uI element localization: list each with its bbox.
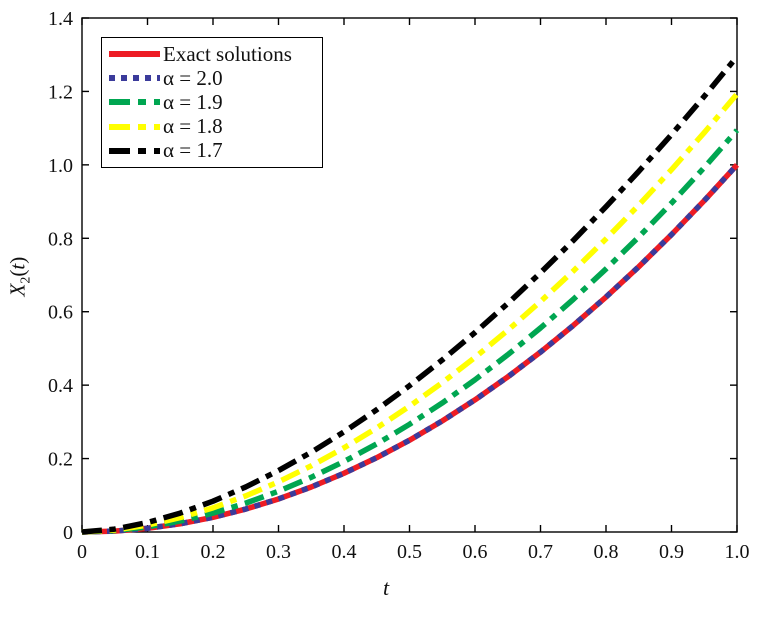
curve-1-9 <box>81 128 740 535</box>
x-tick-label: 0.2 <box>201 541 226 563</box>
y-axis-label-var: t <box>5 263 30 270</box>
y-tick-label: 0.6 <box>48 302 73 324</box>
legend-label: Exact solutions <box>163 41 292 66</box>
curve-exact-solutions <box>81 163 740 535</box>
x-tick-label: 0.6 <box>463 541 488 563</box>
x-tick-label: 0.1 <box>135 541 160 563</box>
legend-item-1-8: α = 1.8 <box>109 116 316 138</box>
y-axis-label-base: X <box>5 283 30 297</box>
curve-2-0 <box>81 163 740 535</box>
y-tick-label: 0.8 <box>48 228 73 250</box>
legend-label: α = 1.9 <box>163 89 223 114</box>
y-axis-label-open-paren: ( <box>5 269 30 277</box>
x-tick-label: 0.9 <box>659 541 684 563</box>
y-tick-label: 1.2 <box>48 81 73 103</box>
x-tick-label: 0 <box>77 541 87 563</box>
x-tick-label: 0.8 <box>594 541 619 563</box>
y-tick-label: 1.0 <box>48 155 73 177</box>
legend-item-2-0: α = 2.0 <box>109 67 316 89</box>
legend-item-1-9: α = 1.9 <box>109 91 316 113</box>
legend-label: α = 2.0 <box>163 65 223 90</box>
legend-line-sample-1-9 <box>109 99 160 106</box>
legend-line-sample-exact-solutions <box>109 51 160 58</box>
legend-item-exact-solutions: Exact solutions <box>109 43 316 65</box>
legend-label: α = 1.8 <box>163 114 223 139</box>
x-tick-label: 0.5 <box>397 541 422 563</box>
y-tick-label: 1.4 <box>48 8 73 30</box>
x-tick-label: 1.0 <box>725 541 750 563</box>
x-tick-label: 0.4 <box>332 541 357 563</box>
legend-line-sample-1-7 <box>109 147 160 154</box>
legend-line-sample-1-8 <box>109 123 160 130</box>
curve-1-8 <box>81 92 740 535</box>
legend-label: α = 1.7 <box>163 138 223 163</box>
legend-item-1-7: α = 1.7 <box>109 140 316 162</box>
y-axis-label: X2(t) <box>5 177 34 377</box>
curve-1-7 <box>81 54 740 535</box>
y-tick-label: 0.4 <box>48 375 73 397</box>
y-axis-label-close-paren: ) <box>5 256 30 264</box>
y-tick-label: 0 <box>63 522 73 544</box>
x-tick-label: 0.7 <box>528 541 553 563</box>
legend: Exact solutions α = 2.0 α = 1.9 α = 1.8 α = … <box>101 37 323 168</box>
x-tick-label: 0.3 <box>266 541 291 563</box>
x-axis-label: t <box>382 575 390 600</box>
legend-line-sample-2-0 <box>109 75 160 82</box>
y-tick-label: 0.2 <box>48 449 73 471</box>
y-axis-label-subscript: 2 <box>18 276 34 284</box>
